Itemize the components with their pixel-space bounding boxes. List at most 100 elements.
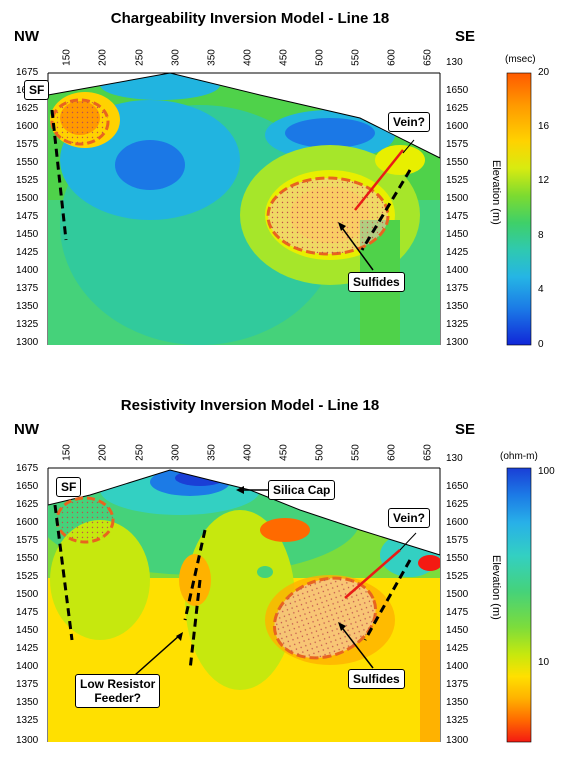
p1-ytick: 1450	[16, 229, 39, 240]
p2-ytick-right: 1625	[446, 499, 469, 510]
panel2-fault-feeder-a	[183, 529, 207, 621]
p1-ytick: 1475	[16, 211, 39, 222]
panel2-vein-line	[344, 549, 401, 599]
p1-ytick-right: 1475	[446, 211, 469, 222]
p1-ytick: 1375	[16, 283, 39, 294]
p2-scale-unit: (ohm-m)	[500, 451, 538, 462]
p1-scale-tick: 12	[538, 175, 550, 186]
p1-ytick-right: 1300	[446, 337, 469, 348]
panel1-se-label: SE	[455, 28, 476, 45]
p2-ytick: 1325	[16, 715, 39, 726]
p2-ytick-right: 1650	[446, 481, 469, 492]
p1-ytick-right: 1550	[446, 157, 469, 168]
panel2-se-label: SE	[455, 421, 476, 438]
p2-callout-feeder-line2: Feeder?	[94, 691, 142, 705]
p1-ytick-right: 1525	[446, 175, 469, 186]
panel1-fault-sf	[50, 109, 68, 241]
p2-ytick: 1550	[16, 553, 39, 564]
p1-scale-unit: (msec)	[505, 54, 536, 65]
p1-scale-tick: 8	[538, 230, 544, 241]
p1-ytick-right: 1650	[446, 85, 469, 96]
p1-ytick-right: 1600	[446, 121, 469, 132]
p1-color-scale	[506, 72, 532, 346]
p1-ytick-right: 130	[446, 57, 463, 68]
panel1-title: Chargeability Inversion Model - Line 18	[110, 10, 390, 27]
p1-ytick: 1425	[16, 247, 39, 258]
p1-callout-sf: SF	[24, 80, 50, 100]
p2-ytick: 1475	[16, 607, 39, 618]
p2-ytick-right: 1425	[446, 643, 469, 654]
p2-ytick-right: 1475	[446, 607, 469, 618]
p2-ytick: 1575	[16, 535, 39, 546]
p2-callout-sulfides: Sulfides	[348, 669, 405, 689]
p2-ytick-right: 1325	[446, 715, 469, 726]
p2-ytick: 1625	[16, 499, 39, 510]
p2-ytick-right: 1575	[446, 535, 469, 546]
p2-ytick-right: 130	[446, 453, 463, 464]
p2-callout-vein: Vein?	[388, 508, 431, 528]
p2-ytick: 1425	[16, 643, 39, 654]
p1-ytick: 1325	[16, 319, 39, 330]
p1-ytick: 1675	[16, 67, 39, 78]
p1-ytick: 1400	[16, 265, 39, 276]
p2-ytick: 1400	[16, 661, 39, 672]
p1-ytick: 1625	[16, 103, 39, 114]
p1-scale-tick: 16	[538, 121, 550, 132]
p2-ytick-right: 1350	[446, 697, 469, 708]
p2-callout-feeder-line1: Low Resistor	[80, 677, 156, 691]
p2-ytick-right: 1375	[446, 679, 469, 690]
p1-ytick-right: 1325	[446, 319, 469, 330]
p2-ytick: 1600	[16, 517, 39, 528]
p2-ytick: 1350	[16, 697, 39, 708]
p1-ytick: 1500	[16, 193, 39, 204]
panel1-vein-line	[354, 149, 404, 211]
p2-callout-sf: SF	[56, 477, 82, 497]
p1-ytick-right: 1400	[446, 265, 469, 276]
p2-ytick: 1500	[16, 589, 39, 600]
p1-ytick: 1600	[16, 121, 39, 132]
panel1-sf-zone	[50, 98, 110, 146]
p2-ytick-right: 1600	[446, 517, 469, 528]
panel2-fault-feeder-b	[188, 579, 202, 671]
p1-ytick-right: 1375	[446, 283, 469, 294]
p1-callout-sulfides: Sulfides	[348, 272, 405, 292]
panel2-fault-se	[363, 559, 412, 641]
p1-ytick-right: 1625	[446, 103, 469, 114]
p2-scale-tick: 10	[538, 657, 550, 668]
p2-ytick-right: 1525	[446, 571, 469, 582]
p2-ytick: 1375	[16, 679, 39, 690]
panel2-title: Resistivity Inversion Model - Line 18	[120, 397, 380, 414]
p1-ytick: 1300	[16, 337, 39, 348]
p1-ytick-right: 1575	[446, 139, 469, 150]
p2-ytick: 1525	[16, 571, 39, 582]
p2-callout-silica-cap: Silica Cap	[268, 480, 336, 500]
panel1-nw-label: NW	[14, 28, 39, 45]
p2-ytick: 1300	[16, 735, 39, 746]
p1-ytick: 1550	[16, 157, 39, 168]
panel2-fault-sf	[53, 504, 74, 641]
p1-ytick: 1525	[16, 175, 39, 186]
p2-ytick: 1650	[16, 481, 39, 492]
p1-ytick: 1575	[16, 139, 39, 150]
p1-callout-vein: Vein?	[388, 112, 431, 132]
p1-ytick-right: 1450	[446, 229, 469, 240]
p1-ytick-right: 1425	[446, 247, 469, 258]
p2-ytick: 1675	[16, 463, 39, 474]
p2-scale-tick: 100	[538, 466, 555, 477]
p2-ytick-right: 1550	[446, 553, 469, 564]
p2-ytick-right: 1450	[446, 625, 469, 636]
p2-ytick: 1450	[16, 625, 39, 636]
p1-ytick-right: 1350	[446, 301, 469, 312]
p1-ytick: 1350	[16, 301, 39, 312]
p2-ytick-right: 1400	[446, 661, 469, 672]
panel2-nw-label: NW	[14, 421, 39, 438]
p2-callout-feeder: Low Resistor Feeder?	[75, 674, 161, 708]
panel1-fault-se	[360, 169, 412, 251]
p1-scale-tick: 20	[538, 67, 550, 78]
p2-ytick-right: 1500	[446, 589, 469, 600]
p1-scale-tick: 4	[538, 284, 544, 295]
p1-scale-tick: 0	[538, 339, 544, 350]
p1-ytick-right: 1500	[446, 193, 469, 204]
p2-ytick-right: 1300	[446, 735, 469, 746]
